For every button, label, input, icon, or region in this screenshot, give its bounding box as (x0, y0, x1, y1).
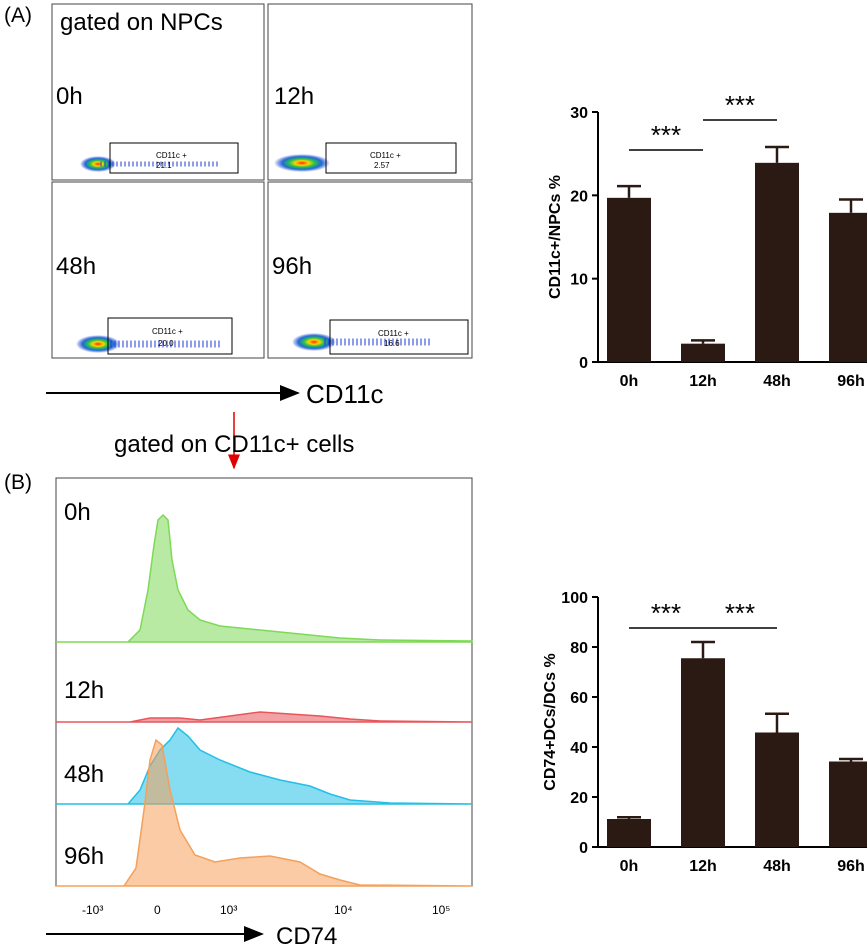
bar-chart-cd11c: 0 10 20 30 CD11c+/NPCs % 0h 12h 48h 96h *** *** (547, 90, 867, 390)
histogram-96h (56, 738, 473, 887)
x-tick-label: 0h (620, 373, 639, 390)
y-tick-label: 0 (579, 355, 588, 372)
hist-tick-label: -10³ (82, 903, 103, 917)
histogram-0h (56, 513, 473, 643)
bar (607, 197, 651, 362)
gate-name: CD11c + (370, 151, 401, 160)
bar (681, 343, 725, 362)
flow-time-label: 12h (274, 83, 314, 110)
histogram-panel: 0h 12h 48h 96h -10³ 0 10³ 10⁴ 10⁵ (55, 477, 473, 917)
x-tick-label: 96h (837, 858, 865, 875)
significance-label: *** (651, 598, 681, 628)
y-tick-label: 60 (570, 690, 588, 707)
flow-density-blob (80, 156, 116, 172)
flow-time-label: 96h (272, 253, 312, 280)
flow-gate-box (107, 317, 233, 355)
significance-label: *** (651, 120, 681, 150)
cd74-axis-label: CD74 (276, 923, 337, 949)
bar (829, 212, 867, 362)
bar (755, 732, 799, 847)
hist-time-label: 0h (64, 499, 91, 526)
hist-tick-label: 0 (154, 903, 161, 917)
flow-plot-48h: 48h CD11c + 20.0 (51, 181, 265, 359)
panel-b-label: (B) (4, 471, 32, 494)
cd11c-axis-label: CD11c (306, 379, 384, 409)
flow-gate-box (329, 319, 469, 355)
flow-time-label: 48h (56, 253, 96, 280)
y-tick-label: 20 (570, 188, 588, 205)
y-tick-label: 0 (579, 840, 588, 857)
gate-value: 21.1 (156, 161, 172, 170)
hist-time-label: 12h (64, 677, 104, 704)
bar (829, 761, 867, 847)
x-tick-label: 48h (763, 373, 791, 390)
flow-plot-0h: gated on NPCs 0h CD11c + 21.1 (51, 3, 265, 181)
y-tick-label: 100 (561, 590, 588, 607)
hist-tick-label: 10⁵ (432, 903, 450, 917)
y-tick-label: 20 (570, 790, 588, 807)
x-tick-label: 48h (763, 858, 791, 875)
gate-name: CD11c + (156, 151, 187, 160)
flow-time-label: 0h (56, 83, 83, 110)
bar (607, 819, 651, 847)
y-tick-label: 30 (570, 105, 588, 122)
gating-text: gated on CD11c+ cells (114, 431, 354, 458)
gate-name: CD11c + (378, 329, 409, 338)
x-tick-label: 96h (837, 373, 865, 390)
y-tick-label: 80 (570, 640, 588, 657)
flow-plot-96h: 96h CD11c + 16.6 (267, 181, 473, 359)
y-tick-label: 40 (570, 740, 588, 757)
bar (681, 658, 725, 847)
flow-gate-box (325, 142, 457, 174)
gate-name: CD11c + (152, 327, 183, 336)
flow-gate-box (109, 142, 239, 174)
hist-time-label: 96h (64, 843, 104, 870)
gate-value: 16.6 (384, 339, 400, 348)
hist-time-label: 48h (64, 761, 104, 788)
x-tick-label: 12h (689, 373, 717, 390)
y-axis-label: CD11c+/NPCs % (547, 175, 564, 299)
significance-label: *** (725, 598, 755, 628)
histogram-12h (56, 711, 473, 723)
gate-value: 2.57 (374, 161, 390, 170)
x-tick-label: 12h (689, 858, 717, 875)
significance-label: *** (725, 90, 755, 120)
bar (755, 162, 799, 362)
gate-text: gated on NPCs (60, 9, 223, 36)
x-tick-label: 0h (620, 858, 639, 875)
flow-density-blob (274, 154, 330, 172)
flow-plot-12h: 12h CD11c + 2.57 (267, 3, 473, 181)
flow-density-blob (76, 335, 120, 353)
panel-a-label: (A) (4, 4, 32, 27)
y-axis-label: CD74+DCs/DCs % (542, 653, 559, 790)
gate-value: 20.0 (158, 339, 174, 348)
bar-chart-cd74: 0 20 40 60 80 100 CD74+DCs/DCs % 0h 12h 48h 96h ***… (542, 590, 867, 875)
flow-density-blob (292, 333, 336, 351)
hist-tick-label: 10³ (220, 903, 237, 917)
hist-tick-label: 10⁴ (334, 903, 353, 917)
y-tick-label: 10 (570, 272, 588, 289)
